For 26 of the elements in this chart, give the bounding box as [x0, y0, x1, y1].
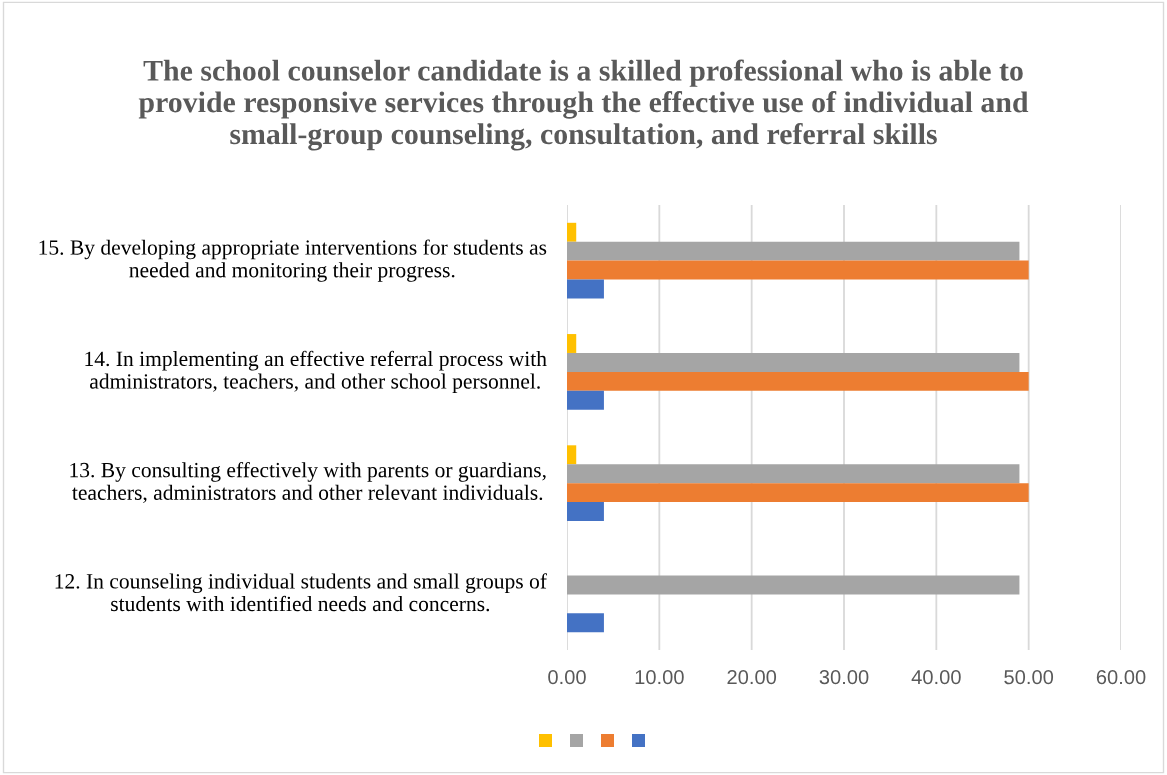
x-tick-label: 40.00 [911, 669, 961, 685]
x-tick-label: 0.00 [548, 669, 586, 685]
x-tick-label: 10.00 [635, 669, 684, 685]
bar [567, 222, 577, 242]
bar [567, 334, 577, 353]
y-tick-label: 15. By developing appropriate interventions for students as needed and monitoring their progress. [39, 239, 547, 282]
bar [567, 371, 1029, 391]
bar [567, 502, 604, 521]
bar [567, 575, 1020, 595]
x-tick-label: 50.00 [1004, 669, 1054, 685]
bar [567, 464, 1020, 484]
x-tick-label: 60.00 [1096, 669, 1146, 685]
chart-title: The school counselor candidate is a skilled professional who is able to provide responsive services through the effective use of individual and small-group counseling, consultation, and referral skills [138, 59, 1029, 151]
y-tick-label: 14. In implementing an effective referral process with administrators, teachers, and other school personnel. [85, 350, 547, 394]
bar [567, 445, 577, 465]
y-tick-label: 12. In counseling individual students and small groups of students with identified needs and concerns. [55, 573, 547, 612]
y-tick-label: 13. By consulting effectively with parents or guardians, teachers, administrators and other relevant individuals. [70, 461, 546, 504]
bar [567, 390, 604, 410]
bar [567, 613, 604, 633]
x-tick-label: 20.00 [727, 669, 777, 685]
bar [567, 483, 1029, 503]
bar [567, 260, 1029, 280]
bar [567, 241, 1020, 261]
x-tick-label: 30.00 [819, 669, 869, 685]
bar [567, 352, 1020, 372]
bar [567, 279, 604, 299]
